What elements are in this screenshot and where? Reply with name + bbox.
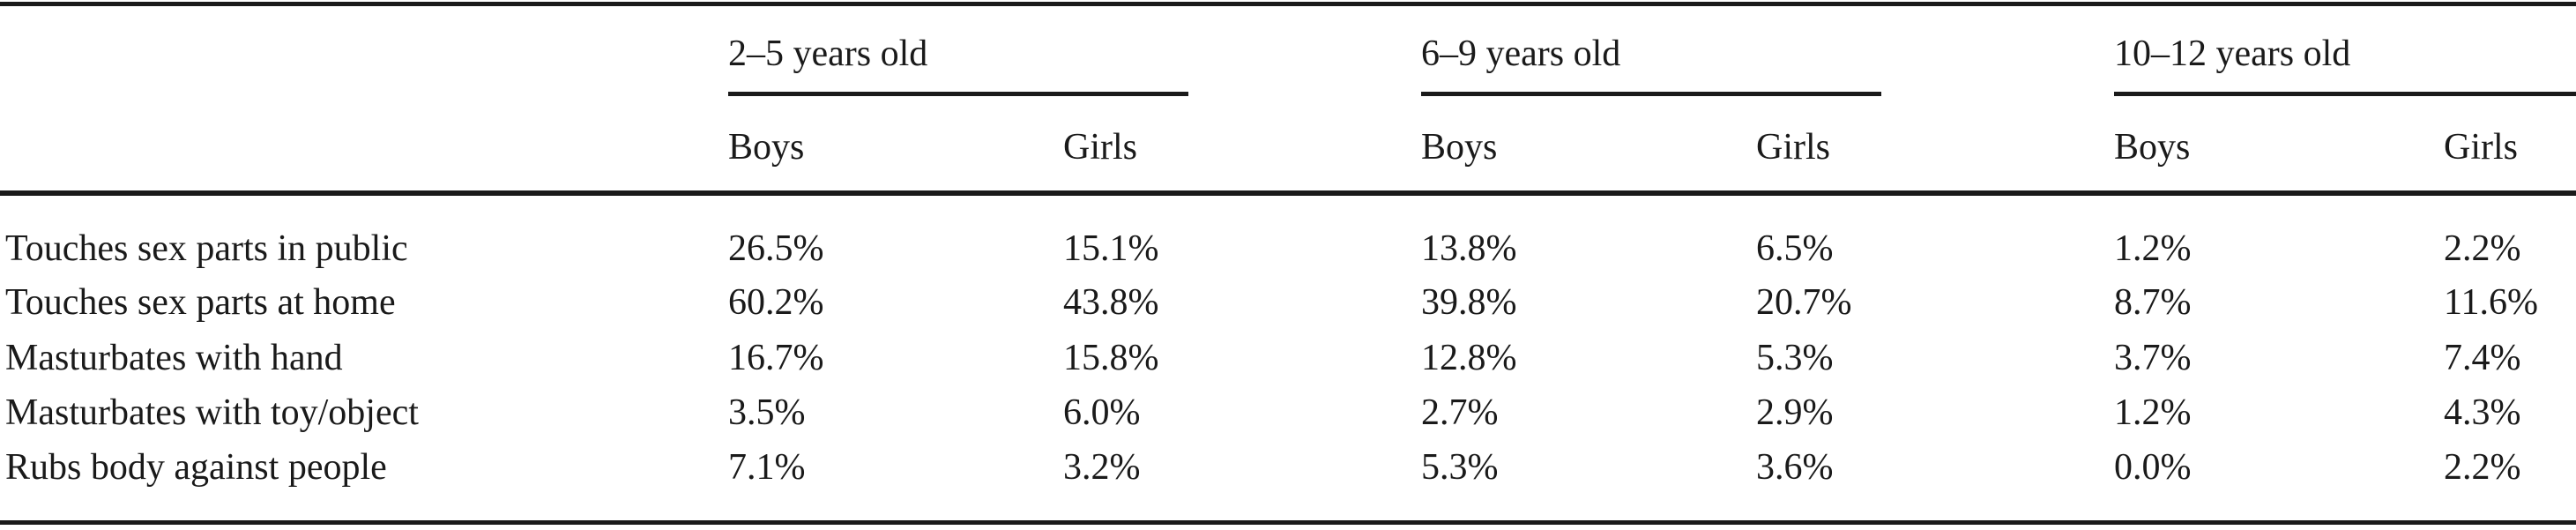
table-cell: 0.0% <box>2114 447 2192 488</box>
table-cell: 11.6% <box>2444 282 2538 323</box>
table-cell: 2.9% <box>1756 392 1834 433</box>
group-rule-10-12 <box>2114 92 2576 96</box>
table-cell: 2.2% <box>2444 447 2521 488</box>
row-label: Rubs body against people <box>5 447 387 488</box>
subheader-girls-10-12: Girls <box>2444 127 2518 168</box>
subheader-boys-6-9: Boys <box>1421 127 1498 168</box>
table-cell: 20.7% <box>1756 282 1852 323</box>
table-cell: 5.3% <box>1756 338 1834 378</box>
table-cell: 16.7% <box>728 338 824 378</box>
table-cell: 1.2% <box>2114 392 2192 433</box>
table-cell: 26.5% <box>728 228 824 269</box>
table-cell: 3.5% <box>728 392 806 433</box>
table-cell: 3.2% <box>1063 447 1141 488</box>
group-rule-2-5 <box>728 92 1188 96</box>
table-cell: 12.8% <box>1421 338 1517 378</box>
table-top-rule <box>0 2 2576 6</box>
subheader-girls-6-9: Girls <box>1756 127 1830 168</box>
table-cell: 13.8% <box>1421 228 1517 269</box>
group-header-2-5: 2–5 years old <box>728 34 928 74</box>
row-label: Masturbates with toy/object <box>5 392 419 433</box>
table-cell: 1.2% <box>2114 228 2192 269</box>
group-header-10-12: 10–12 years old <box>2114 34 2351 74</box>
group-header-6-9: 6–9 years old <box>1421 34 1621 74</box>
table-cell: 2.2% <box>2444 228 2521 269</box>
table-cell: 4.3% <box>2444 392 2521 433</box>
table-cell: 15.1% <box>1063 228 1159 269</box>
table-cell: 5.3% <box>1421 447 1499 488</box>
table-bottom-rule <box>0 520 2576 525</box>
table-cell: 8.7% <box>2114 282 2192 323</box>
row-label: Masturbates with hand <box>5 338 343 378</box>
table-cell: 2.7% <box>1421 392 1499 433</box>
table-cell: 60.2% <box>728 282 824 323</box>
table-cell: 6.0% <box>1063 392 1141 433</box>
table-cell: 15.8% <box>1063 338 1159 378</box>
subheader-boys-2-5: Boys <box>728 127 805 168</box>
table-cell: 7.4% <box>2444 338 2521 378</box>
table-cell: 3.6% <box>1756 447 1834 488</box>
row-label: Touches sex parts in public <box>5 228 408 269</box>
row-label: Touches sex parts at home <box>5 282 396 323</box>
subheader-boys-10-12: Boys <box>2114 127 2191 168</box>
table-cell: 43.8% <box>1063 282 1159 323</box>
table-cell: 39.8% <box>1421 282 1517 323</box>
table-cell: 6.5% <box>1756 228 1834 269</box>
subheader-girls-2-5: Girls <box>1063 127 1137 168</box>
table-cell: 7.1% <box>728 447 806 488</box>
table-cell: 3.7% <box>2114 338 2192 378</box>
group-rule-6-9 <box>1421 92 1881 96</box>
header-bottom-rule <box>0 190 2576 196</box>
